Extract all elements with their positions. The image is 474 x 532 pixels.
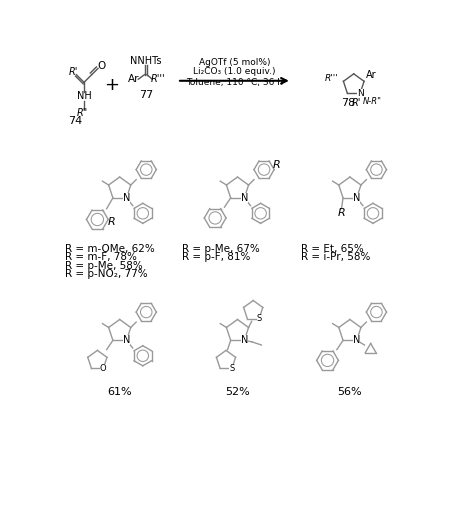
Text: Li₂CO₃ (1.0 equiv.): Li₂CO₃ (1.0 equiv.) <box>193 67 276 76</box>
Text: S: S <box>256 314 262 323</box>
Text: 52%: 52% <box>225 387 250 397</box>
Text: R': R' <box>351 98 361 108</box>
Text: O: O <box>97 61 105 71</box>
Text: R: R <box>108 217 115 227</box>
Text: R = p-F, 81%: R = p-F, 81% <box>182 253 250 262</box>
Text: Toluene, 110 °C, 36 h: Toluene, 110 °C, 36 h <box>186 78 283 87</box>
Text: N-R": N-R" <box>363 96 382 105</box>
Text: R = p-NO₂, 77%: R = p-NO₂, 77% <box>65 269 148 279</box>
Text: 74: 74 <box>68 116 82 126</box>
Text: S: S <box>229 364 235 373</box>
Text: Ar: Ar <box>366 70 377 80</box>
Text: N: N <box>357 89 364 98</box>
Text: +: + <box>104 77 119 94</box>
Text: 78: 78 <box>341 98 356 108</box>
Text: R = p-Me, 67%: R = p-Me, 67% <box>182 244 259 254</box>
Text: AgOTf (5 mol%): AgOTf (5 mol%) <box>199 58 270 67</box>
Text: R": R" <box>77 108 88 118</box>
Text: Ar: Ar <box>128 74 139 84</box>
Text: R: R <box>273 160 280 170</box>
Text: N: N <box>123 335 130 345</box>
Text: 77: 77 <box>139 89 153 99</box>
Text: N: N <box>241 193 248 203</box>
Text: R''': R''' <box>325 74 339 82</box>
Text: R = Et, 65%: R = Et, 65% <box>301 244 364 254</box>
Text: 56%: 56% <box>337 387 362 397</box>
Text: N: N <box>241 335 248 345</box>
Text: R = m-F, 78%: R = m-F, 78% <box>65 253 137 262</box>
Text: R = i-Pr, 58%: R = i-Pr, 58% <box>301 253 370 262</box>
Text: R: R <box>337 209 346 218</box>
Text: R = m-OMe, 62%: R = m-OMe, 62% <box>65 244 155 254</box>
Text: NNHTs: NNHTs <box>130 56 162 66</box>
Text: NH: NH <box>77 91 91 101</box>
Text: N: N <box>123 193 130 203</box>
Text: 61%: 61% <box>108 387 132 397</box>
Text: R': R' <box>69 66 78 77</box>
Text: O: O <box>100 364 107 373</box>
Text: R = p-Me, 58%: R = p-Me, 58% <box>65 261 143 271</box>
Text: N: N <box>353 193 360 203</box>
Text: N: N <box>353 335 360 345</box>
Text: R''': R''' <box>151 74 166 84</box>
